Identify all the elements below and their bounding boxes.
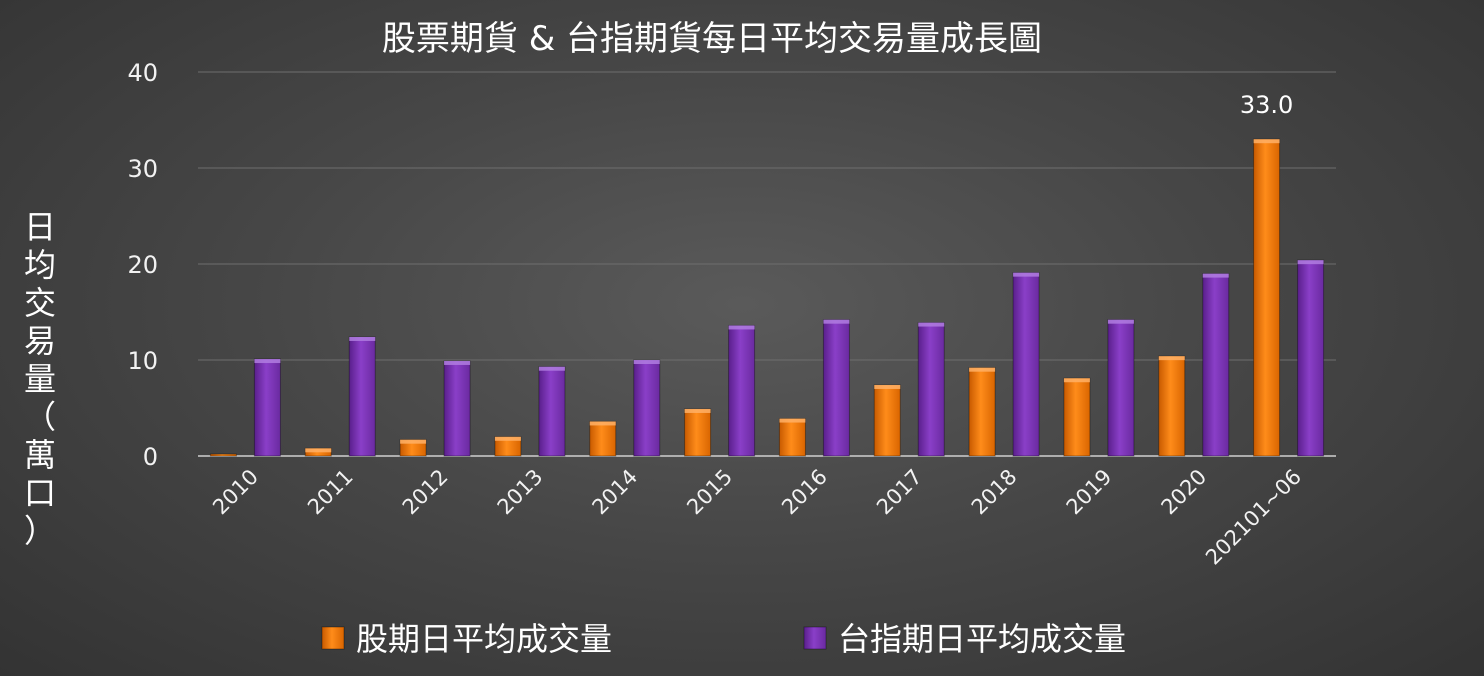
data-labels: 33.0 — [1240, 91, 1293, 119]
bar — [538, 366, 566, 457]
gridlines — [198, 71, 1336, 457]
x-tick-label: 2020 — [1157, 465, 1212, 520]
legend-item: 股期日平均成交量 — [321, 620, 612, 658]
bar — [1297, 259, 1325, 457]
bar — [348, 336, 376, 457]
legend: 股期日平均成交量 台指期日平均成交量 — [321, 620, 1126, 658]
chart-title: 股票期貨 & 台指期貨每日平均交易量成長圖 — [382, 19, 1042, 59]
x-tick-label: 2015 — [682, 465, 737, 520]
x-tick-label: 202101~06 — [1201, 465, 1306, 570]
data-label: 33.0 — [1240, 91, 1293, 119]
bar — [917, 322, 945, 457]
x-tick-label: 2010 — [208, 465, 263, 520]
legend-item: 台指期日平均成交量 — [803, 620, 1126, 658]
legend-label: 台指期日平均成交量 — [838, 620, 1126, 658]
x-tick-label: 2011 — [303, 465, 358, 520]
x-tick-label: 2012 — [398, 465, 453, 520]
legend-swatch — [321, 626, 345, 650]
y-tick-label: 20 — [127, 251, 158, 279]
bars — [209, 138, 1325, 457]
x-tick-label: 2014 — [588, 465, 643, 520]
bar — [684, 408, 712, 457]
y-tick-label: 40 — [127, 59, 158, 87]
bar — [633, 359, 661, 457]
bar — [589, 420, 617, 457]
bar — [873, 384, 901, 457]
bar — [304, 447, 332, 457]
bar — [443, 360, 471, 457]
legend-label: 股期日平均成交量 — [356, 620, 612, 658]
x-tick-labels: 2010 2011 2012 2013 2014 2015 2016 2017 2018 2019… — [208, 465, 1306, 570]
bar — [1158, 355, 1186, 457]
y-tick-label: 30 — [127, 155, 158, 183]
legend-swatch — [803, 626, 827, 650]
bar — [1012, 272, 1040, 457]
bar — [1063, 377, 1091, 457]
y-tick-label: 0 — [143, 443, 158, 471]
x-tick-label: 2017 — [872, 465, 927, 520]
x-tick-label: 2013 — [493, 465, 548, 520]
y-tick-label: 10 — [127, 347, 158, 375]
y-tick-labels: 0 10 20 30 40 — [127, 59, 158, 471]
bar — [728, 324, 756, 457]
bar — [494, 436, 522, 457]
bar — [778, 418, 806, 457]
bar — [1253, 138, 1281, 457]
bar — [822, 319, 850, 457]
x-tick-label: 2018 — [967, 465, 1022, 520]
bar — [253, 358, 281, 457]
y-axis-title: 日均交易量（萬口） — [24, 208, 56, 550]
bar — [968, 367, 996, 457]
bar — [1202, 273, 1230, 457]
x-tick-label: 2016 — [777, 465, 832, 520]
y-axis-label: 日均交易量（萬口） — [24, 208, 56, 550]
bar — [1107, 319, 1135, 457]
bar — [209, 453, 237, 457]
bar — [399, 439, 427, 457]
x-tick-label: 2019 — [1062, 465, 1117, 520]
